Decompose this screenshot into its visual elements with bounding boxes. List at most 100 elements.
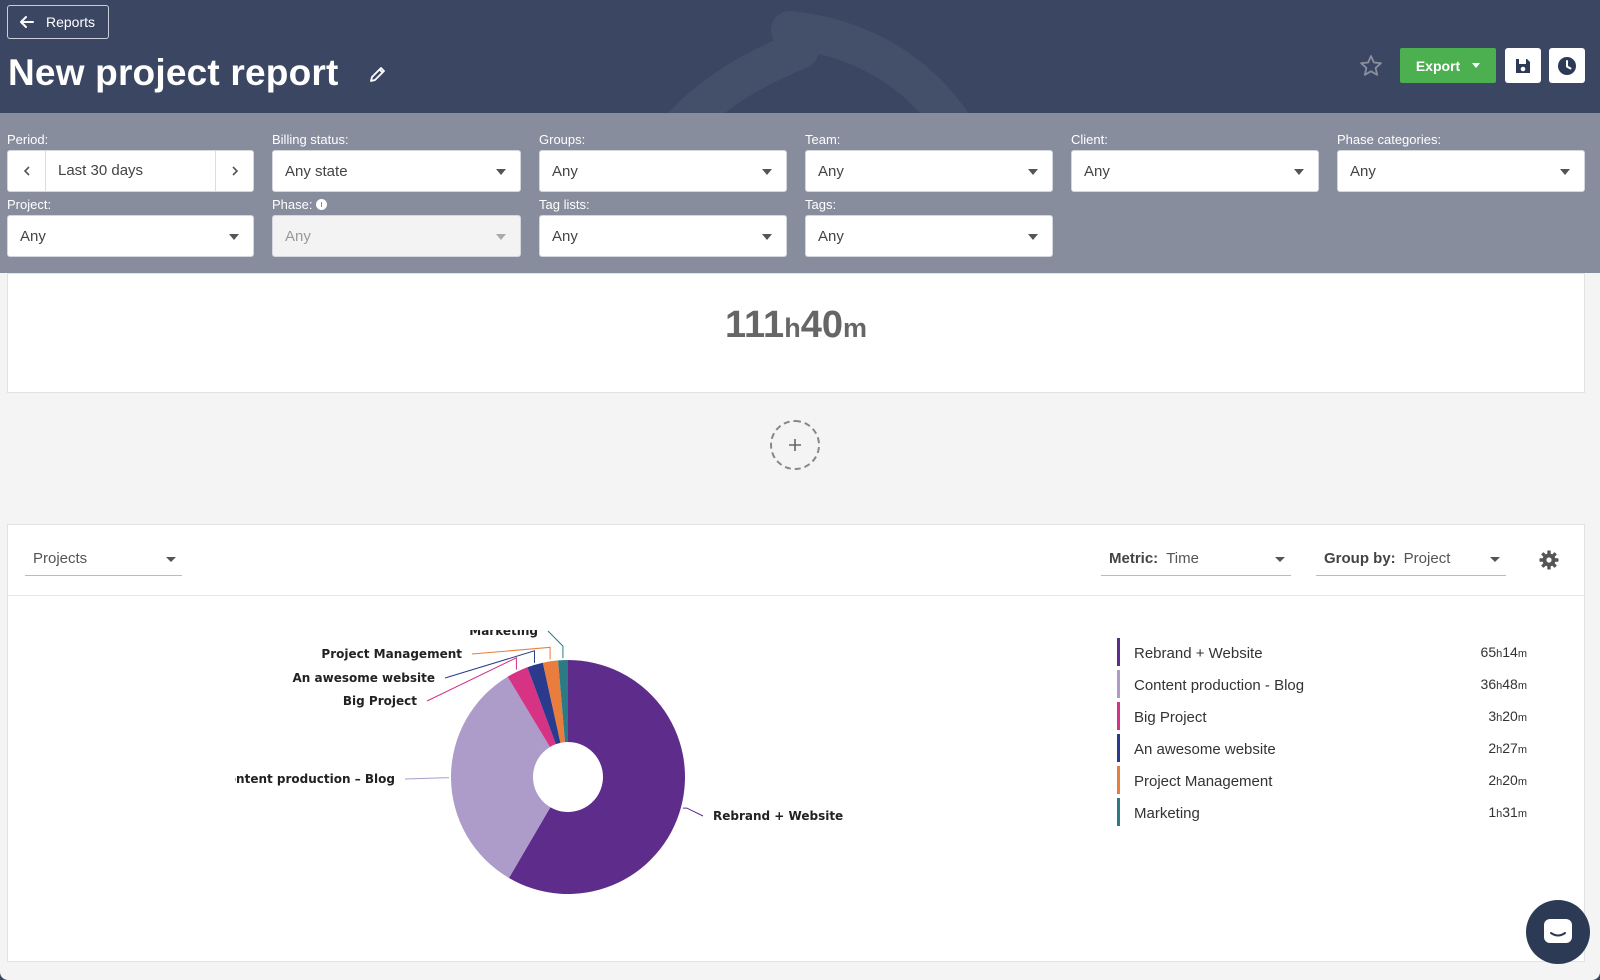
phase-categories-label: Phase categories:: [1337, 132, 1442, 147]
period-selector[interactable]: Last 30 days: [7, 150, 254, 192]
tags-label: Tags:: [805, 197, 837, 212]
export-button[interactable]: Export: [1400, 48, 1496, 83]
client-label: Client:: [1071, 132, 1108, 147]
view-select[interactable]: Projects: [25, 542, 182, 576]
pencil-icon[interactable]: [367, 63, 389, 85]
group-by-value: Project: [1403, 550, 1451, 567]
legend-value: 65h14m: [1480, 644, 1527, 660]
legend-color-swatch: [1117, 702, 1120, 730]
chart-legend: Rebrand + Website 65h14m Content productio…: [1117, 637, 1527, 829]
pie-slice[interactable]: [507, 667, 556, 748]
pie-slice[interactable]: [451, 676, 551, 879]
info-icon[interactable]: [316, 199, 328, 210]
project-value: Any: [20, 227, 46, 245]
legend-value: 36h48m: [1480, 676, 1527, 692]
dropdown-caret-icon: [762, 234, 772, 240]
view-select-value: Projects: [33, 550, 88, 567]
report-header: Reports New project report Export: [0, 0, 1600, 310]
legend-item[interactable]: Project Management 2h20m: [1117, 765, 1527, 797]
groups-label: Groups:: [539, 132, 586, 147]
team-select[interactable]: Any: [805, 150, 1053, 192]
dropdown-caret-icon: [1028, 234, 1038, 240]
chat-launcher-button[interactable]: [1526, 900, 1590, 964]
metric-select[interactable]: Metric: Time: [1101, 542, 1291, 576]
save-button[interactable]: [1505, 48, 1541, 83]
slice-label: Content production – Blog: [235, 772, 395, 786]
leader-line: [682, 807, 704, 817]
chevron-left-icon: [23, 166, 30, 176]
pie-slice[interactable]: [558, 660, 568, 743]
legend-value: 3h20m: [1488, 708, 1527, 724]
dropdown-caret-icon: [1560, 169, 1570, 175]
legend-value: 1h31m: [1488, 804, 1527, 820]
tag-lists-select[interactable]: Any: [539, 215, 787, 257]
metric-value: Time: [1166, 550, 1199, 567]
legend-name: Content production - Blog: [1134, 676, 1305, 694]
groups-select[interactable]: Any: [539, 150, 787, 192]
pie-slice[interactable]: [508, 660, 685, 894]
slice-label: An awesome website: [293, 671, 435, 685]
billing-status-label: Billing status:: [272, 132, 349, 147]
dropdown-caret-icon: [496, 234, 506, 240]
total-time-widget: 111h40m: [7, 273, 1585, 393]
group-by-select[interactable]: Group by: Project: [1316, 542, 1506, 576]
tags-select[interactable]: Any: [805, 215, 1053, 257]
period-next-button[interactable]: [215, 151, 253, 191]
gear-icon[interactable]: [1538, 549, 1560, 571]
pie-slice[interactable]: [542, 660, 566, 743]
project-select[interactable]: Any: [7, 215, 254, 257]
legend-item[interactable]: Content production - Blog 36h48m: [1117, 669, 1527, 701]
leader-line: [426, 656, 517, 702]
hours-unit: h: [784, 313, 801, 343]
client-value: Any: [1084, 162, 1110, 180]
export-label: Export: [1415, 57, 1461, 74]
pie-slice[interactable]: [527, 662, 561, 745]
add-widget-button[interactable]: [770, 420, 820, 470]
plus-icon: [789, 439, 801, 451]
star-icon[interactable]: [1358, 53, 1384, 79]
team-label: Team:: [805, 132, 841, 147]
legend-name: Project Management: [1134, 772, 1273, 790]
period-label: Period:: [7, 132, 49, 147]
schedule-button[interactable]: [1549, 48, 1585, 83]
donut-chart: Rebrand + Website Content production – Bl…: [235, 630, 843, 894]
team-value: Any: [818, 162, 844, 180]
page-title: New project report: [8, 52, 339, 93]
phase-categories-select[interactable]: Any: [1337, 150, 1585, 192]
leader-line: [471, 646, 551, 660]
legend-name: Marketing: [1134, 804, 1200, 822]
client-select[interactable]: Any: [1071, 150, 1319, 192]
phase-label-wrap: Phase:: [272, 197, 328, 212]
legend-value: 2h20m: [1488, 772, 1527, 788]
dropdown-caret-icon: [1294, 169, 1304, 175]
dropdown-caret-icon: [166, 557, 176, 562]
phase-label: Phase:: [272, 197, 313, 212]
slice-label: Rebrand + Website: [713, 809, 843, 823]
clock-icon: [1558, 56, 1576, 75]
legend-item[interactable]: Rebrand + Website 65h14m: [1117, 637, 1527, 669]
metric-label: Metric:: [1109, 550, 1159, 567]
dropdown-caret-icon: [1275, 557, 1285, 562]
back-to-reports-button[interactable]: Reports: [7, 5, 109, 39]
tag-lists-value: Any: [552, 227, 578, 245]
project-label: Project:: [7, 197, 52, 212]
legend-item[interactable]: Big Project 3h20m: [1117, 701, 1527, 733]
phase-value: Any: [285, 227, 311, 245]
legend-color-swatch: [1117, 734, 1120, 762]
legend-color-swatch: [1117, 798, 1120, 826]
group-by-label: Group by:: [1324, 550, 1396, 567]
leader-line: [404, 777, 450, 780]
legend-item[interactable]: An awesome website 2h27m: [1117, 733, 1527, 765]
slice-label: Big Project: [343, 694, 417, 708]
dropdown-caret-icon: [762, 169, 772, 175]
period-prev-button[interactable]: [8, 151, 46, 191]
total-minutes: 40: [800, 304, 843, 346]
legend-color-swatch: [1117, 638, 1120, 666]
legend-color-swatch: [1117, 766, 1120, 794]
chevron-down-icon: [1472, 63, 1481, 68]
billing-status-select[interactable]: Any state: [272, 150, 521, 192]
total-hours: 111: [724, 304, 785, 346]
legend-item[interactable]: Marketing 1h31m: [1117, 797, 1527, 829]
legend-value: 2h27m: [1488, 740, 1527, 756]
